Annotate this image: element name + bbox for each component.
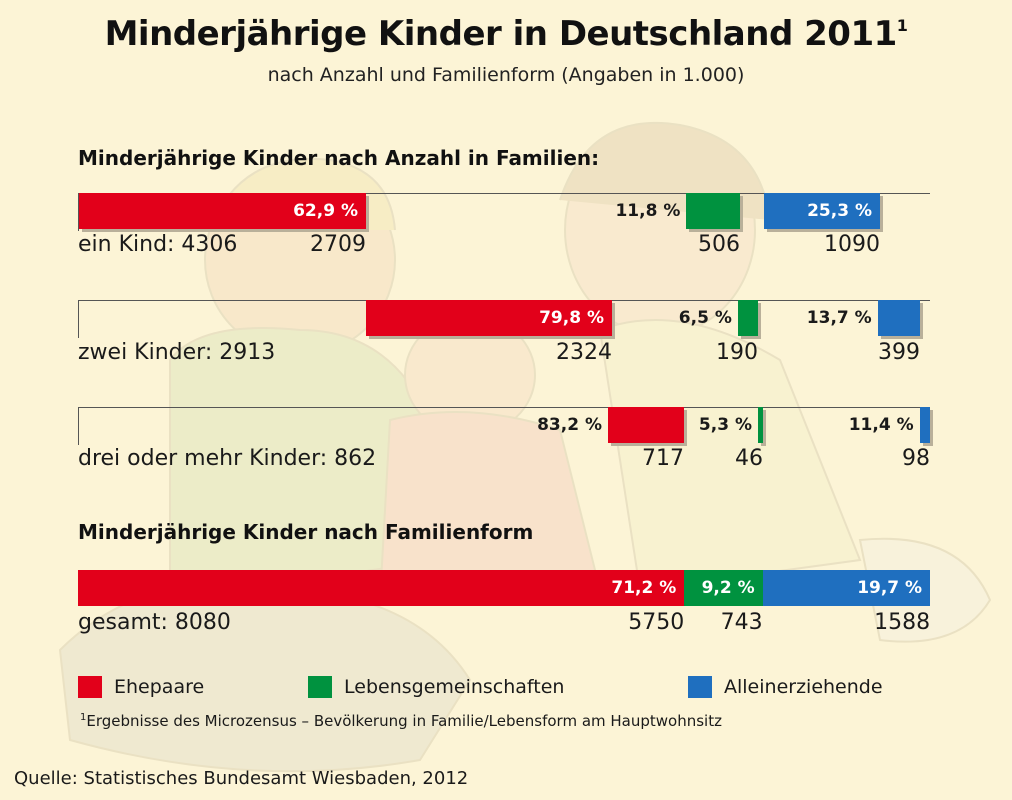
value-label: 5750	[628, 610, 685, 635]
percent-label: 6,5 %	[678, 308, 732, 328]
page-title: Minderjährige Kinder in Deutschland 2011…	[0, 14, 1012, 54]
value-label: 743	[720, 610, 763, 635]
row-label: ein Kind: 4306	[78, 232, 238, 257]
bar-alleinerziehende	[762, 570, 931, 606]
legend-swatch-alleinerziehende	[688, 676, 712, 698]
title-footnote-mark: 1	[896, 16, 908, 35]
row-label: drei oder mehr Kinder: 862	[78, 446, 377, 471]
legend-item-lebensgemeinschaften: Lebensgemeinschaften	[308, 674, 564, 700]
value-label: 2324	[556, 340, 612, 365]
value-label: 399	[878, 340, 920, 365]
value-label: 98	[902, 446, 930, 471]
footnote-mark: 1	[80, 712, 87, 723]
row-tick	[78, 407, 79, 445]
bar-lebensgemeinschaften	[737, 300, 758, 336]
row-tick	[78, 193, 79, 231]
value-label: 2709	[310, 232, 366, 257]
footnote-text: Ergebnisse des Microzensus – Bevölkerung…	[86, 712, 722, 730]
footnote: 1Ergebnisse des Microzensus – Bevölkerun…	[80, 712, 722, 730]
percent-label: 83,2 %	[537, 415, 602, 435]
legend-label: Lebensgemeinschaften	[344, 676, 565, 698]
bar-alleinerziehende	[919, 407, 930, 443]
section-heading-anzahl: Minderjährige Kinder nach Anzahl in Fami…	[78, 146, 600, 170]
row-divider	[78, 193, 930, 194]
percent-label: 79,8 %	[539, 308, 604, 328]
percent-label: 13,7 %	[806, 308, 872, 328]
source-line: Quelle: Statistisches Bundesamt Wiesbade…	[14, 768, 469, 789]
row-label: gesamt: 8080	[78, 610, 231, 635]
section-heading-familienform: Minderjährige Kinder nach Familienform	[78, 520, 534, 544]
bar-alleinerziehende	[877, 300, 920, 336]
value-label: 1588	[874, 610, 931, 635]
title-text: Minderjährige Kinder in Deutschland 2011	[104, 14, 898, 54]
value-label: 190	[716, 340, 758, 365]
percent-label: 5,3 %	[698, 415, 752, 435]
bar-ehepaare	[78, 570, 685, 606]
value-label: 1090	[824, 232, 880, 257]
legend-item-ehepaare: Ehepaare	[78, 674, 204, 700]
percent-label: 19,7 %	[857, 578, 923, 598]
bar-ehepaare	[365, 300, 612, 336]
percent-label: 25,3 %	[807, 201, 872, 221]
percent-label: 11,8 %	[615, 201, 681, 221]
value-label: 717	[642, 446, 684, 471]
percent-label: 62,9 %	[293, 201, 358, 221]
legend-label: Ehepaare	[114, 676, 205, 698]
bar-lebensgemeinschaften	[684, 570, 763, 606]
value-label: 506	[698, 232, 740, 257]
row-tick	[78, 300, 79, 338]
legend-item-alleinerziehende: Alleinerziehende	[688, 674, 883, 700]
value-label: 46	[735, 446, 763, 471]
row-label: zwei Kinder: 2913	[78, 340, 276, 365]
bar-ehepaare	[607, 407, 684, 443]
percent-label: 9,2 %	[701, 578, 755, 598]
bar-lebensgemeinschaften	[686, 193, 740, 229]
bar-alleinerziehende	[764, 193, 880, 229]
percent-label: 11,4 %	[848, 415, 914, 435]
bar-lebensgemeinschaften	[758, 407, 763, 443]
percent-label: 71,2 %	[611, 578, 677, 598]
legend-swatch-lebensgemeinschaften	[308, 676, 332, 698]
legend-label: Alleinerziehende	[724, 676, 883, 698]
bar-ehepaare	[78, 193, 366, 229]
page-subtitle: nach Anzahl und Familienform (Angaben in…	[267, 64, 745, 86]
legend-swatch-ehepaare	[78, 676, 102, 698]
row-divider	[78, 407, 930, 408]
